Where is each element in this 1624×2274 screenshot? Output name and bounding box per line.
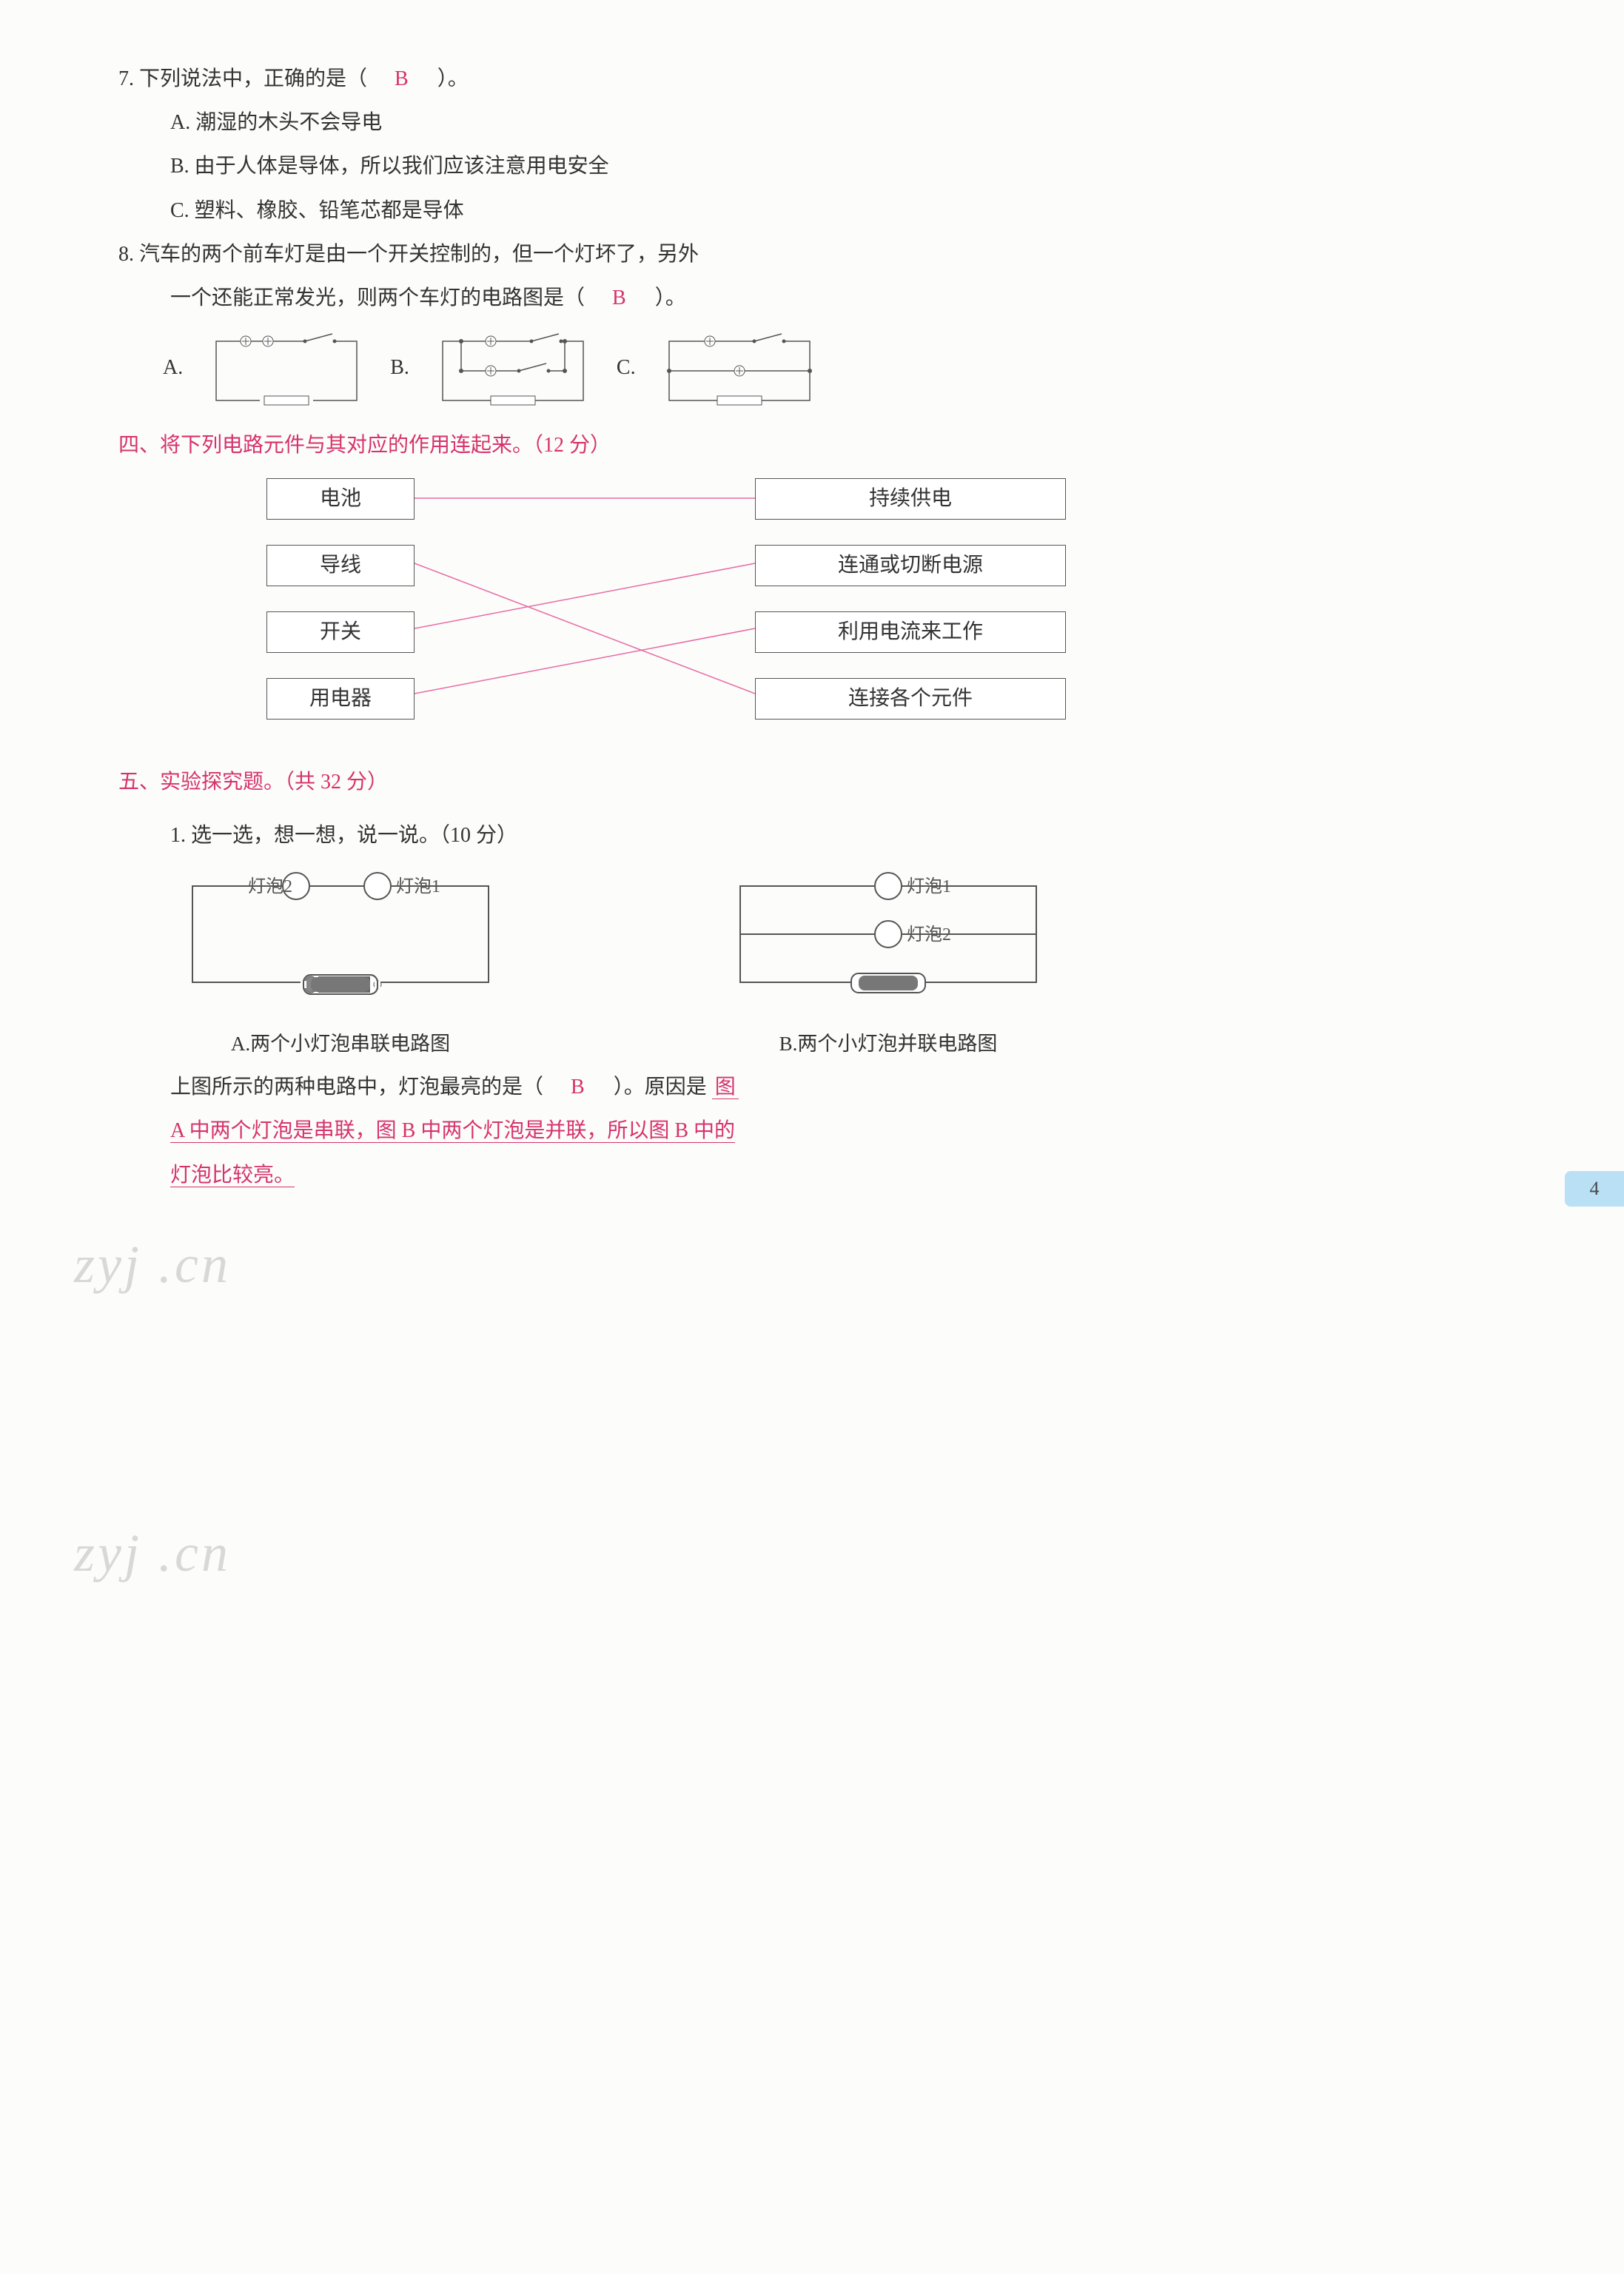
match-right-3: 连接各个元件 (755, 678, 1066, 720)
s5-conc-suffix: ）。原因是 (614, 1076, 707, 1099)
match-left-2: 开关 (266, 611, 415, 653)
s5-block-a: 灯泡2 灯泡1 A.两个小灯泡串联电路图 (163, 864, 518, 1063)
s5-conc-prefix: 上图所示的两种电路中，灯泡最亮的是（ (170, 1076, 543, 1099)
svg-text:灯泡2: 灯泡2 (907, 925, 951, 945)
watermark-2: zyj .cn (74, 1503, 231, 1604)
q8-line2-prefix: 一个还能正常发光，则两个车灯的电路图是（ (170, 286, 585, 309)
q8-circuit-a (205, 326, 368, 408)
s5-answer: B (571, 1076, 586, 1099)
q8-label-a: A. (163, 348, 183, 387)
q8-line1: 8. 汽车的两个前车灯是由一个开关控制的，但一个灯坏了，另外 (118, 235, 1535, 274)
q7-stem-suffix: ）。 (437, 67, 469, 90)
q8-circuit-b (432, 326, 594, 408)
s5-cap-b: B.两个小灯泡并联电路图 (711, 1025, 1066, 1063)
q7-answer: B (395, 67, 410, 90)
q7-opt-b: B. 由于人体是导体，所以我们应该注意用电安全 (118, 147, 1535, 186)
match-left-1: 导线 (266, 545, 415, 586)
q8-line2: 一个还能正常发光，则两个车灯的电路图是（ B ）。 (118, 278, 1535, 318)
q7-stem-prefix: 7. 下列说法中，正确的是（ (118, 67, 367, 90)
match-left-3: 用电器 (266, 678, 415, 720)
match-lines (415, 478, 755, 745)
q8-circuit-c (658, 326, 821, 408)
match-left-0: 电池 (266, 478, 415, 520)
s5-reason-l3: 灯泡比较亮。 (170, 1164, 295, 1187)
section4-title: 四、将下列电路元件与其对应的作用连起来。（12 分） (118, 426, 1535, 465)
page-number: 4 (1565, 1171, 1624, 1207)
s5-circuit-a: 灯泡2 灯泡1 (163, 864, 518, 1004)
s5-diagram-row: 灯泡2 灯泡1 A.两个小灯泡串联电路图 灯泡1 灯泡2 (163, 864, 1535, 1063)
s5-reason-l2-wrap: A 中两个灯泡是串联，图 B 中两个灯泡是并联，所以图 B 中的 (118, 1111, 1535, 1150)
section5-title: 五、实验探究题。（共 32 分） (118, 762, 1535, 802)
q8-line2-suffix: ）。 (655, 286, 686, 309)
s5-q1-stem: 1. 选一选，想一想，说一说。（10 分） (118, 816, 1535, 855)
match-right-2: 利用电流来工作 (755, 611, 1066, 653)
q8-label-c: C. (617, 348, 636, 387)
s5-cap-a: A.两个小灯泡串联电路图 (163, 1025, 518, 1063)
svg-text:灯泡1: 灯泡1 (907, 876, 951, 896)
bulb2-label: 灯泡2 (248, 876, 292, 896)
s5-reason-l3-wrap: 灯泡比较亮。 (118, 1156, 1535, 1195)
s5-conclusion: 上图所示的两种电路中，灯泡最亮的是（ B ）。原因是 图 (118, 1067, 1535, 1107)
q7-opt-a: A. 潮湿的木头不会导电 (118, 103, 1535, 142)
q8-diagram-row: A. B. C. (163, 326, 1535, 408)
s5-block-b: 灯泡1 灯泡2 B.两个小灯泡并联电路图 (711, 864, 1066, 1063)
s5-reason-p1: 图 (712, 1076, 739, 1099)
watermark-1: zyj .cn (74, 1214, 231, 1315)
s5-circuit-b: 灯泡1 灯泡2 (711, 864, 1066, 1004)
match-right-1: 连通或切断电源 (755, 545, 1066, 586)
s5-reason-l2: A 中两个灯泡是串联，图 B 中两个灯泡是并联，所以图 B 中的 (170, 1119, 735, 1143)
match-right-0: 持续供电 (755, 478, 1066, 520)
q8-label-b: B. (390, 348, 409, 387)
match-diagram: 电池 导线 开关 用电器 持续供电 连通或切断电源 利用电流来工作 连接各个元件 (266, 478, 1066, 745)
q7-opt-c: C. 塑料、橡胶、铅笔芯都是导体 (118, 191, 1535, 230)
q8-answer: B (612, 286, 628, 309)
q7-stem: 7. 下列说法中，正确的是（ B ）。 (118, 59, 1535, 98)
bulb1-label: 灯泡1 (396, 876, 440, 896)
